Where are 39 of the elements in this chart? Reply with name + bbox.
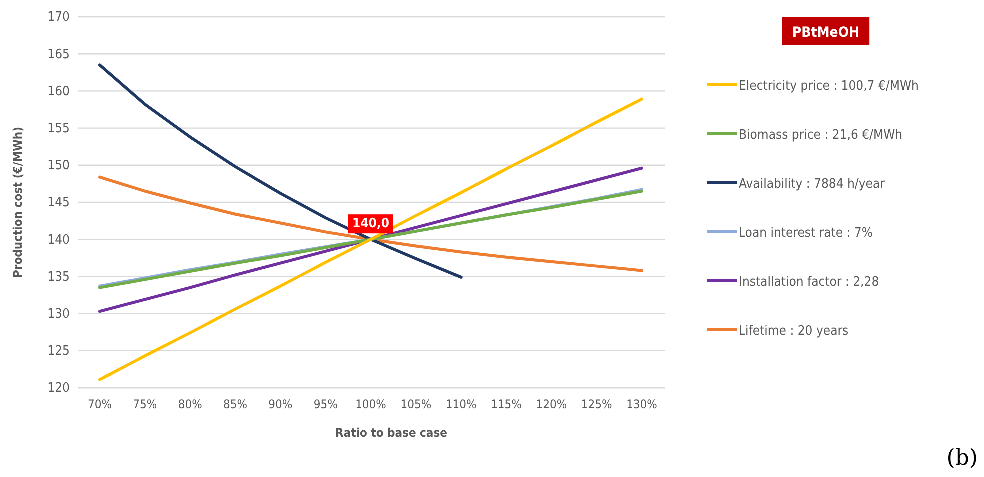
y-tick-label: 150 <box>48 158 70 174</box>
x-tick-label: 100% <box>356 398 386 412</box>
y-tick-label: 155 <box>48 121 70 136</box>
x-axis-title: Ratio to base case <box>336 426 448 440</box>
x-tick-label: 75% <box>133 398 158 412</box>
x-tick-label: 125% <box>581 398 612 412</box>
x-tick-label: 110% <box>446 398 477 412</box>
x-tick-label: 85% <box>224 398 248 412</box>
legend-label: Loan interest rate : 7% <box>739 226 873 241</box>
x-tick-label: 120% <box>536 398 568 412</box>
annotation: 140,0 <box>352 216 390 232</box>
y-tick-label: 165 <box>48 47 70 62</box>
y-tick-label: 140 <box>48 232 70 248</box>
legend-label: Installation factor : 2,28 <box>739 275 880 290</box>
y-tick-label: 125 <box>48 344 70 360</box>
y-tick-label: 120 <box>48 381 70 396</box>
line-series <box>98 98 644 382</box>
legend-label: Electricity price : 100,7 €/MWh <box>739 79 919 94</box>
x-tick-label: 130% <box>626 398 658 412</box>
text: PBtMeOH <box>792 25 860 41</box>
x-tick-label: 70% <box>88 398 112 412</box>
line-series <box>98 64 463 279</box>
line-series <box>98 176 644 272</box>
y-tick-label: 145 <box>48 196 70 211</box>
x-tick-label: 115% <box>491 398 522 412</box>
legend-label: Availability : 7884 h/year <box>739 177 886 192</box>
x-tick-label: 90% <box>268 398 293 412</box>
y-tick-label: 135 <box>48 270 70 285</box>
x-tick-label: 105% <box>400 398 432 412</box>
line-series <box>98 166 644 314</box>
legend-label: Lifetime : 20 years <box>739 324 849 339</box>
y-axis-title: Production cost (€/MWh) <box>11 126 25 278</box>
y-tick-label: 170 <box>48 10 70 26</box>
y-tick-label: 160 <box>48 84 70 100</box>
y-tick-label: 130 <box>48 306 70 322</box>
text: (b) <box>946 446 978 471</box>
x-tick-label: 95% <box>314 398 338 412</box>
x-tick-label: 80% <box>178 398 202 412</box>
legend-label: Biomass price : 21,6 €/MWh <box>739 128 903 143</box>
